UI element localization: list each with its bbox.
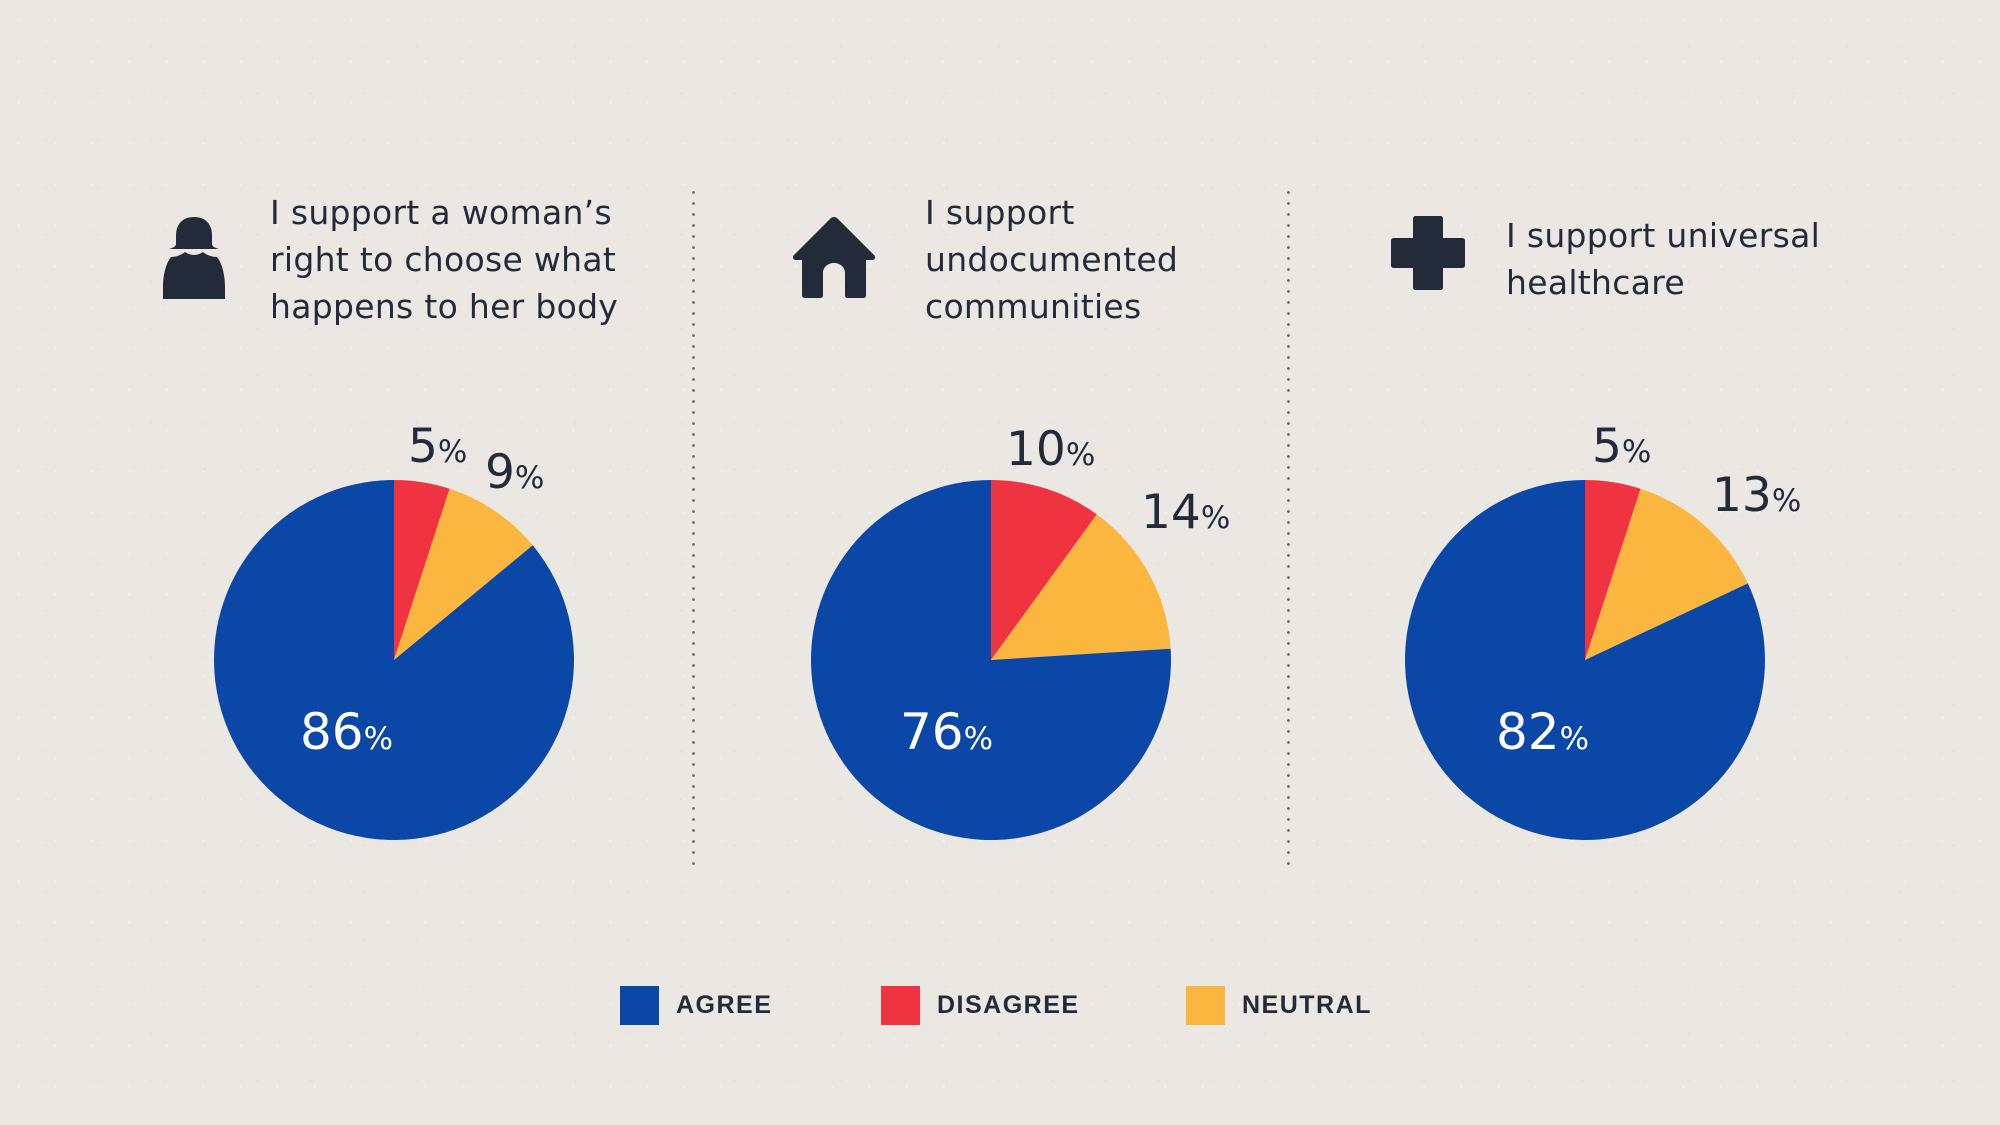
data-label-unit: % [1560,721,1589,757]
legend-swatch-neutral [1186,985,1225,1025]
data-label-unit: % [1201,500,1230,536]
dotted-divider [692,187,695,871]
statement-text: I support undocumented communities [925,189,1178,330]
legend-swatch-disagree [881,985,920,1025]
pie-slice-neutral [394,488,533,660]
statement-text: I support a woman’s right to choose what… [270,189,618,330]
data-label-unit: % [1066,437,1095,473]
statement-line: healthcare [1506,263,1685,302]
statement-line: right to choose what [270,240,617,279]
data-label-neutral: 14% [1141,485,1230,540]
pie-chart-3: 82%5%13% [1405,419,1801,841]
pie-chart-2: 76%10%14% [811,422,1230,840]
data-label-value: 76 [900,703,964,761]
data-label-value: 9 [485,445,515,500]
legend-label: NEUTRAL [1242,990,1372,1019]
woman-icon [163,217,225,299]
data-label-value: 5 [1592,419,1622,474]
data-label-unit: % [438,434,467,470]
data-label-agree: 82% [1496,703,1589,761]
legend: AGREE DISAGREE NEUTRAL [0,985,2000,1025]
data-label-value: 14 [1141,485,1201,540]
statement-line: I support a woman’s [270,193,612,232]
legend-item-disagree: DISAGREE [881,985,1080,1025]
statement-text: I support universal healthcare [1506,212,1820,306]
statement-line: communities [925,287,1142,326]
legend-item-neutral: NEUTRAL [1186,985,1372,1025]
pie-slice-disagree [1585,480,1641,660]
house-icon [792,217,876,298]
data-label-agree: 86% [300,703,393,761]
statement-line: undocumented [925,240,1179,279]
data-label-value: 13 [1712,468,1772,523]
data-label-unit: % [1772,483,1801,519]
pie-slice-neutral [1585,488,1748,660]
statement-line: happens to her body [270,287,619,326]
legend-swatch-agree [620,985,659,1025]
legend-label: AGREE [676,990,773,1019]
data-label-disagree: 5% [1592,419,1651,474]
data-label-unit: % [1622,434,1651,470]
pie-chart-1: 86%5% 9% [213,419,574,840]
data-label-neutral: 13% [1712,468,1801,523]
legend-item-agree: AGREE [620,985,772,1025]
statement-line: I support [925,193,1075,232]
data-label-agree: 76% [900,703,993,761]
data-label-unit: % [364,721,393,757]
pie-slice-disagree [991,480,1097,660]
medical-cross-icon [1391,216,1465,290]
pie-slice-disagree [394,480,450,660]
data-label-value: 10 [1006,422,1066,477]
legend-label: DISAGREE [937,990,1080,1019]
data-label-value: 86 [300,703,364,761]
pie-slice-agree [811,480,1171,840]
data-label-value: 5 [408,419,438,474]
pie-slice-agree [1405,480,1765,841]
data-label-unit: % [515,460,544,496]
dotted-divider [1287,187,1290,871]
data-label-unit: % [964,721,993,757]
data-label-disagree: 5% [408,419,467,474]
data-label-value: 82 [1496,703,1560,761]
data-label-disagree: 10% [1006,422,1095,477]
pie-slice-agree [213,480,574,840]
data-label-neutral: 9% [485,445,544,500]
statement-line: I support universal [1506,216,1821,255]
pie-slice-neutral [991,514,1171,660]
